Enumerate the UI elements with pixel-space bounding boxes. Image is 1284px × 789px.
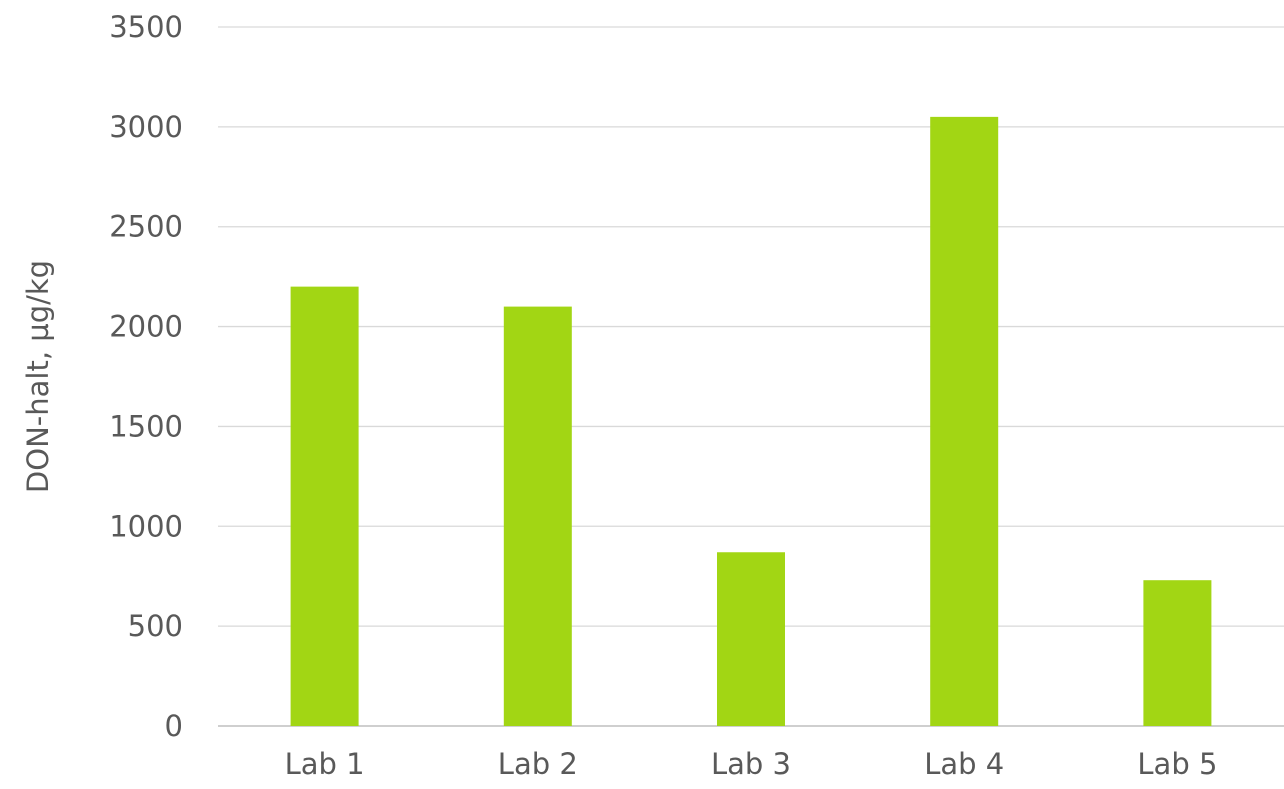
x-tick-label: Lab 5	[1137, 747, 1217, 781]
bar-lab-1	[290, 286, 359, 726]
y-tick-label: 1000	[109, 509, 183, 543]
bar-lab-2	[503, 306, 572, 726]
y-tick-label: 2500	[109, 210, 183, 244]
y-tick-label: 3500	[109, 10, 183, 44]
bar-lab-3	[717, 552, 785, 726]
y-tick-label: 3000	[109, 110, 183, 144]
y-tick-label: 2000	[109, 310, 183, 344]
x-tick-label: Lab 2	[498, 747, 578, 781]
bars	[290, 116, 1212, 726]
bar-lab-5	[1143, 580, 1212, 726]
bar-lab-4	[930, 116, 999, 726]
y-tick-label: 0	[165, 709, 183, 743]
x-axis-ticks: Lab 1 Lab 2 Lab 3 Lab 4 Lab 5	[285, 747, 1218, 781]
gridlines	[218, 26, 1284, 727]
y-axis-ticks: 0 500 1000 1500 2000 2500 3000 3500	[109, 10, 183, 743]
x-tick-label: Lab 4	[924, 747, 1004, 781]
y-tick-label: 500	[128, 609, 183, 643]
x-tick-label: Lab 3	[711, 747, 791, 781]
y-axis-title: DON-halt, µg/kg	[21, 260, 55, 493]
y-tick-label: 1500	[109, 409, 183, 443]
x-tick-label: Lab 1	[285, 747, 365, 781]
